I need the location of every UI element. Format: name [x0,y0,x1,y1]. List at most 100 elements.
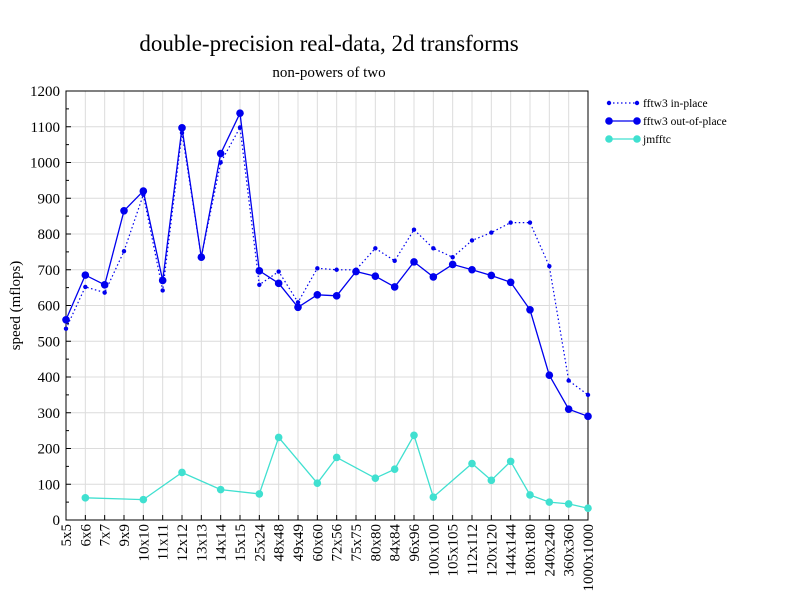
data-point [81,494,90,502]
data-point [197,253,206,262]
y-tick-label: 1000 [30,156,60,172]
data-point [332,453,341,462]
data-point [584,412,592,421]
x-tick-label: 25x24 [252,524,268,562]
data-point [352,267,360,276]
series-fftw3-out-of-place [62,109,592,421]
x-tick-label: 100x100 [426,524,442,577]
x-tick-label: 1000x1000 [581,524,597,592]
x-tick-label: 13x13 [194,524,210,562]
x-tick-label: 7x7 [98,524,114,547]
data-point [431,246,436,251]
y-tick-label: 0 [53,513,61,529]
x-tick-label: 14x14 [214,524,230,562]
data-point [255,267,264,275]
data-point [102,290,107,295]
data-point [506,457,515,466]
x-tick-label: 240x240 [542,524,558,577]
legend-marker [633,135,641,143]
data-point [139,495,148,504]
data-point [139,187,148,195]
data-point [332,292,341,300]
x-tick-label: 360x360 [562,524,578,577]
legend-marker [606,100,612,106]
x-tick-label: 5x5 [59,524,75,547]
data-point [255,490,264,498]
y-tick-label: 700 [38,263,61,279]
legend-label: fftw3 out-of-place [643,116,727,128]
y-axis: 0 100 200 300 400 500 600 700 800 900 1000 1100 1200 [30,84,71,529]
data-point [584,504,592,513]
chart-subtitle: non-powers of two [272,65,385,81]
y-tick-label: 1200 [30,84,60,100]
y-tick-label: 300 [38,406,61,422]
series-layer [62,109,592,513]
data-point [564,500,573,508]
data-point [158,276,167,285]
data-point [468,459,476,468]
x-tick-label: 144x144 [504,524,520,577]
x-tick-label: 12x12 [175,524,191,562]
data-point [469,238,475,243]
legend-marker [605,135,613,143]
series-line [65,110,589,417]
data-point [257,282,262,287]
data-point [63,326,69,331]
data-point [276,269,281,274]
legend-marker [633,117,641,125]
data-point [178,468,186,477]
data-point [160,288,165,293]
x-tick-label: 60x60 [310,524,326,562]
data-point [295,300,301,305]
x-tick-label: 48x48 [272,524,288,562]
x-tick-label: 112x112 [465,524,481,575]
data-point [566,378,571,383]
series-fftw3-in-place [63,125,591,398]
x-tick-label: 10x10 [136,524,152,562]
data-point [236,109,244,117]
data-point [585,392,591,398]
data-point [526,305,534,314]
data-point [120,206,128,215]
data-point [334,267,339,272]
data-point [487,476,496,485]
x-tick-label: 72x56 [330,524,346,562]
series-jmfftc [81,431,592,513]
y-tick-label: 100 [38,477,61,493]
data-point [526,491,534,499]
data-point [274,433,283,442]
data-point [489,230,494,235]
y-axis-label: speed (mflops) [8,261,24,351]
data-point [83,284,88,290]
data-point [274,279,283,288]
data-point [392,258,397,264]
data-point [508,220,513,225]
data-point [527,220,533,225]
x-tick-label: 120x120 [484,524,500,577]
x-tick-label: 84x84 [388,524,404,562]
x-tick-label: 9x9 [117,524,133,547]
data-point [448,260,457,269]
y-tick-label: 900 [38,191,61,207]
data-point [62,316,70,324]
data-point [429,273,438,281]
x-tick-label: 75x75 [349,524,365,562]
data-point [468,265,476,274]
data-point [315,266,320,271]
x-tick-label: 6x6 [78,524,94,547]
data-point [216,485,225,494]
chart-title: double-precision real-data, 2d transform… [139,31,518,56]
data-point [81,271,90,279]
legend-label: fftw3 in-place [643,98,708,110]
x-tick-label: 11x11 [156,524,172,560]
y-tick-label: 600 [38,299,61,315]
x-tick-label: 15x15 [233,524,249,562]
x-axis: 5x5 6x6 7x7 9x9 10x10 11x11 12x12 13x13 14x14 15x… [59,515,597,592]
data-point [547,263,552,269]
x-tick-label: 96x96 [407,524,423,562]
y-tick-label: 500 [38,334,61,350]
data-point [545,371,554,380]
data-point [429,493,438,501]
data-point [487,271,496,280]
